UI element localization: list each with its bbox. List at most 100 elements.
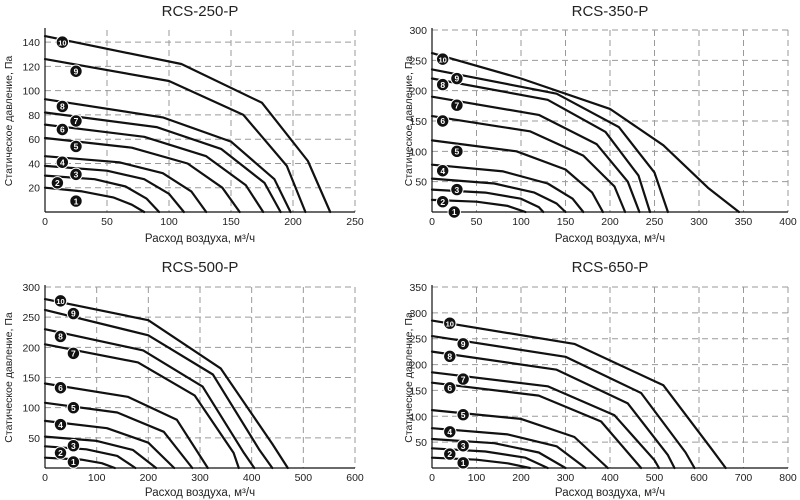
- chart-rcs-650-p: 0 100 200 300 400 500 600 700 800 50 100 150 200 250 3…: [403, 259, 797, 499]
- speed-badge-label: 5: [71, 403, 76, 413]
- chart-rcs-350-p: 0 50 100 150 200 250 300 350 400 50 100 150 200 250 30…: [403, 3, 797, 245]
- speed-badge-label: 4: [440, 166, 445, 176]
- speed-badge-label: 8: [60, 102, 65, 112]
- x-tick-label: 0: [429, 216, 435, 228]
- x-tick-label: 150: [557, 216, 575, 228]
- speed-badge-label: 8: [440, 80, 445, 90]
- x-tick-label: 500: [295, 472, 313, 484]
- y-axis-label: Статическое давление, Па: [3, 56, 15, 187]
- x-tick-label: 500: [646, 472, 664, 484]
- curve-speed-5: [430, 409, 609, 470]
- curve-speed-3: [43, 164, 185, 214]
- x-tick-label: 100: [512, 216, 530, 228]
- y-tick-label: 150: [409, 385, 427, 397]
- curve-speed-8: [430, 350, 676, 470]
- y-tick-label: 100: [409, 411, 427, 423]
- y-tick-label: 100: [409, 146, 427, 158]
- speed-badge: [66, 306, 81, 321]
- x-tick-label: 0: [42, 216, 48, 228]
- x-tick-label: 200: [284, 216, 302, 228]
- speed-badge: [66, 455, 81, 469]
- x-tick-label: 300: [690, 216, 708, 228]
- speed-badge-label: 9: [461, 339, 466, 349]
- chart-title: RCS-350-P: [572, 3, 649, 20]
- y-axis-label: Статическое давление, Па: [403, 312, 415, 443]
- chart-title: RCS-250-P: [162, 3, 239, 20]
- speed-badge: [69, 194, 83, 208]
- curve-speed-2: [43, 445, 137, 470]
- speed-badge-label: 10: [58, 38, 66, 47]
- x-tick-label: 100: [160, 216, 178, 228]
- speed-badge-label: 3: [455, 185, 460, 195]
- y-tick-label: 300: [22, 282, 40, 294]
- speed-badge-label: 5: [74, 142, 79, 152]
- speed-badge: [435, 114, 450, 128]
- curve-speed-10: [43, 35, 332, 214]
- y-tick-label: 40: [28, 158, 40, 170]
- speed-badge: [53, 294, 68, 308]
- speed-badge: [456, 408, 470, 422]
- speed-badge-label: 4: [58, 420, 63, 430]
- speed-badge: [435, 164, 450, 178]
- speed-badge-label: 6: [60, 125, 65, 135]
- speed-badge-label: 8: [447, 351, 452, 361]
- speed-badge: [450, 71, 464, 86]
- speed-badge: [456, 439, 470, 453]
- y-tick-label: 200: [22, 342, 40, 354]
- x-tick-label: 400: [779, 216, 797, 228]
- speed-badge-label: 9: [455, 74, 460, 84]
- x-axis-label: Расход воздуха, м³/ч: [145, 233, 255, 245]
- speed-badge-label: 1: [452, 207, 457, 217]
- speed-badge-label: 7: [71, 349, 76, 359]
- speed-badge-label: 3: [71, 441, 76, 451]
- speed-badge: [435, 194, 450, 209]
- curve-speed-7: [43, 111, 282, 214]
- speed-badge: [55, 122, 70, 137]
- speed-badge: [443, 316, 457, 330]
- speed-badge: [450, 98, 464, 112]
- y-tick-label: 150: [22, 373, 40, 385]
- curve-speed-5: [430, 139, 604, 214]
- curve-speed-7: [430, 95, 641, 214]
- curve-speed-10: [430, 319, 727, 470]
- x-tick-label: 400: [243, 472, 261, 484]
- speed-badge: [53, 381, 68, 395]
- curve-speed-3: [430, 177, 567, 214]
- curve-speed-5: [43, 401, 194, 470]
- speed-badge-label: 1: [74, 196, 79, 206]
- speed-badge: [53, 446, 68, 460]
- speed-badge-label: 1: [461, 458, 466, 468]
- speed-badge-label: 3: [74, 170, 79, 180]
- x-tick-label: 200: [140, 472, 158, 484]
- speed-badge: [456, 337, 470, 351]
- speed-badge-label: 10: [56, 297, 64, 306]
- y-tick-label: 100: [22, 86, 40, 98]
- speed-badge: [69, 139, 83, 154]
- y-tick-label: 150: [409, 116, 427, 128]
- speed-badge-label: 7: [455, 100, 460, 110]
- y-tick-label: 50: [415, 437, 427, 449]
- curve-speed-6: [43, 382, 209, 470]
- speed-badge: [447, 205, 461, 219]
- speed-badge-label: 7: [74, 116, 79, 126]
- speed-badge: [55, 99, 70, 114]
- speed-badge: [69, 64, 83, 78]
- speed-badge-label: 2: [447, 449, 452, 459]
- speed-badge-label: 5: [455, 147, 460, 157]
- x-tick-label: 600: [346, 472, 364, 484]
- curve-speed-9: [43, 308, 274, 470]
- curve-speed-2: [430, 188, 545, 214]
- x-tick-label: 100: [468, 472, 486, 484]
- x-tick-label: 350: [735, 216, 753, 228]
- speed-badge: [456, 372, 470, 386]
- x-tick-label: 800: [779, 472, 797, 484]
- speed-badge-label: 4: [447, 427, 452, 437]
- speed-badge: [53, 329, 68, 344]
- x-tick-label: 0: [42, 472, 48, 484]
- speed-badge-label: 8: [58, 332, 63, 342]
- x-tick-label: 250: [646, 216, 664, 228]
- speed-badge: [435, 52, 450, 66]
- speed-badge: [55, 35, 70, 49]
- speed-badge-label: 4: [60, 157, 65, 167]
